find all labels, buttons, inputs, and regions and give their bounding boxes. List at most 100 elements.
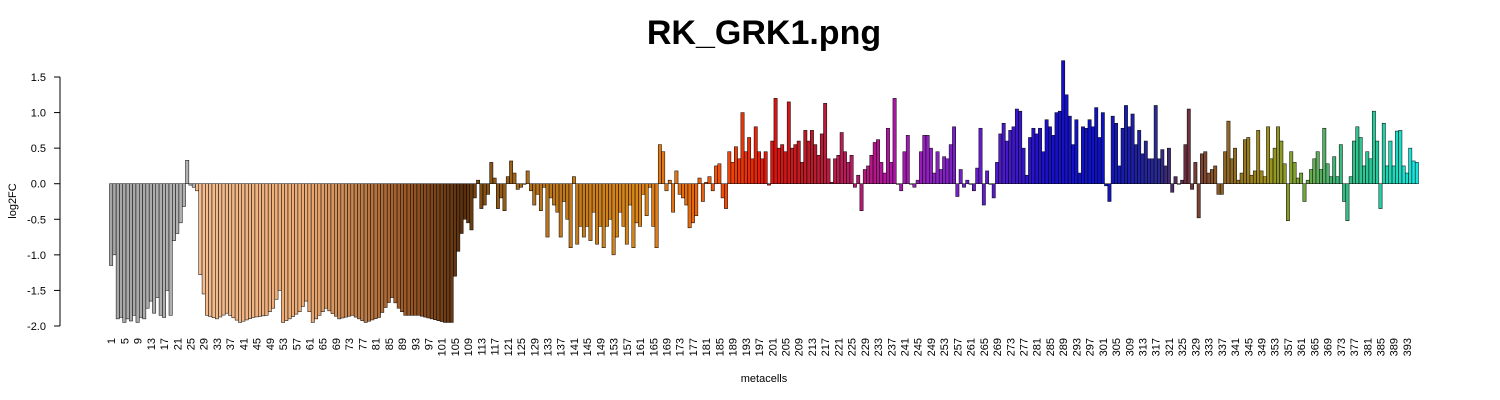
- bar-101: [439, 183, 444, 322]
- bar-75: [353, 183, 358, 318]
- x-tick-label: 157: [622, 338, 634, 356]
- x-axis: 1 5 9 13 17 21 25 29 33 37 41 45 49 53 57 61 65 69 73 77 81 8…: [106, 338, 1414, 356]
- bar-24: [185, 159, 190, 184]
- bar-318: [1157, 158, 1161, 184]
- bar-267: [988, 183, 993, 185]
- bar-333: [1206, 172, 1211, 184]
- chart-title: RK_GRK1.png: [647, 14, 881, 52]
- x-tick-label: 257: [952, 338, 964, 356]
- x-tick-label: 285: [1045, 338, 1057, 356]
- bar-298: [1091, 126, 1095, 184]
- x-tick-label: 361: [1296, 338, 1308, 356]
- bar-178: [694, 183, 699, 216]
- bar-122: [509, 160, 514, 184]
- bar-342: [1236, 179, 1241, 184]
- x-tick-label: 197: [754, 338, 766, 356]
- bar-46: [258, 183, 262, 317]
- bar-355: [1279, 140, 1284, 184]
- bar-47: [261, 183, 266, 317]
- bar-129: [532, 183, 537, 206]
- x-tick-label: 233: [873, 338, 885, 356]
- bar-299: [1094, 107, 1099, 184]
- y-tick-label: 1.5: [31, 72, 46, 84]
- x-tick-label: 237: [886, 338, 898, 356]
- bar-106: [456, 183, 461, 252]
- bar-296: [1084, 127, 1089, 184]
- bar-71: [340, 183, 345, 319]
- bar-52: [277, 183, 282, 291]
- bar-137: [558, 183, 563, 238]
- x-tick-label: 1: [106, 338, 118, 344]
- bar-48: [264, 183, 269, 316]
- bar-44: [251, 183, 256, 318]
- bar-385: [1378, 183, 1383, 209]
- x-tick-label: 265: [979, 338, 991, 356]
- bar-119: [499, 183, 504, 199]
- x-tick-label: 337: [1217, 338, 1229, 356]
- bar-387: [1385, 165, 1389, 184]
- bar-204: [780, 144, 785, 184]
- bar-372: [1335, 176, 1340, 184]
- bar-314: [1143, 140, 1148, 184]
- bar-220: [833, 158, 837, 184]
- bar-323: [1173, 176, 1178, 184]
- bar-216: [819, 133, 824, 184]
- x-tick-label: 33: [212, 338, 224, 350]
- bar-116: [489, 162, 494, 184]
- bar-31: [208, 183, 213, 317]
- bar-229: [862, 169, 867, 184]
- bar-244: [912, 183, 917, 188]
- bar-87: [393, 183, 398, 304]
- bar-373: [1338, 144, 1343, 184]
- bar-367: [1319, 169, 1323, 184]
- bar-369: [1325, 163, 1330, 184]
- bar-120: [502, 183, 507, 211]
- bar-7: [129, 183, 133, 322]
- bar-23: [181, 183, 186, 207]
- x-tick-label: 269: [992, 338, 1004, 356]
- bar-80: [370, 183, 375, 321]
- x-tick-label: 225: [847, 338, 859, 356]
- bar-324: [1176, 183, 1181, 185]
- bar-151: [605, 183, 609, 227]
- bar-249: [929, 147, 933, 184]
- bar-20: [172, 183, 176, 241]
- x-tick-label: 353: [1270, 338, 1282, 356]
- bar-307: [1120, 127, 1125, 184]
- x-tick-label: 37: [225, 338, 237, 350]
- bar-96: [423, 183, 428, 318]
- bar-69: [334, 183, 338, 317]
- bar-130: [535, 183, 540, 195]
- bar-56: [291, 183, 295, 317]
- bar-240: [899, 183, 904, 192]
- bar-316: [1150, 158, 1155, 184]
- bar-273: [1008, 130, 1013, 184]
- bar-118: [496, 183, 500, 209]
- bar-224: [846, 162, 851, 184]
- bar-343: [1239, 172, 1244, 184]
- bar-277: [1021, 147, 1026, 184]
- bar-146: [588, 183, 593, 241]
- bar-172: [674, 170, 679, 184]
- bar-35: [221, 183, 226, 316]
- bar-189: [730, 162, 735, 184]
- bar-43: [248, 183, 252, 319]
- bar-126: [522, 183, 527, 185]
- bar-223: [843, 151, 847, 184]
- bar-247: [922, 135, 927, 184]
- bar-67: [327, 183, 332, 312]
- bar-9: [135, 183, 140, 323]
- bar-139: [565, 183, 570, 220]
- bar-295: [1081, 126, 1085, 184]
- bar-231: [869, 155, 874, 184]
- bar-233: [876, 139, 880, 184]
- bar-378: [1355, 126, 1360, 184]
- x-tick-label: 381: [1362, 338, 1374, 356]
- bar-292: [1071, 144, 1075, 184]
- bar-103: [446, 183, 451, 323]
- bar-92: [410, 183, 414, 316]
- bar-203: [776, 147, 781, 184]
- x-tick-label: 81: [371, 338, 383, 350]
- bar-386: [1381, 122, 1386, 184]
